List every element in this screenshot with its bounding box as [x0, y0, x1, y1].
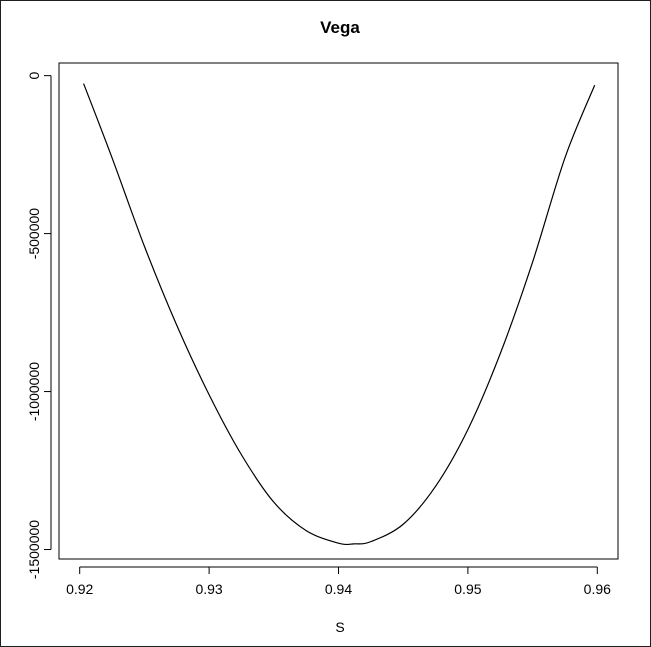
y-axis: 0 -500000 -1000000 -1500000 [26, 72, 52, 579]
chart-title: Vega [320, 18, 360, 37]
y-tick-label: 0 [26, 72, 42, 80]
x-tick-label: 0.96 [584, 581, 611, 597]
x-axis-label: S [335, 619, 344, 635]
y-tick-label: -1500000 [26, 520, 42, 579]
x-axis: 0.92 0.93 0.94 0.95 0.96 [66, 566, 611, 597]
x-tick-label: 0.95 [454, 581, 481, 597]
vega-curve [83, 83, 596, 546]
x-tick-label: 0.94 [325, 581, 352, 597]
y-tick-label: -500000 [26, 208, 42, 260]
x-tick-label: 0.92 [66, 581, 93, 597]
x-tick-label: 0.93 [195, 581, 222, 597]
y-tick-label: -1000000 [26, 362, 42, 421]
plot-box [58, 62, 619, 560]
